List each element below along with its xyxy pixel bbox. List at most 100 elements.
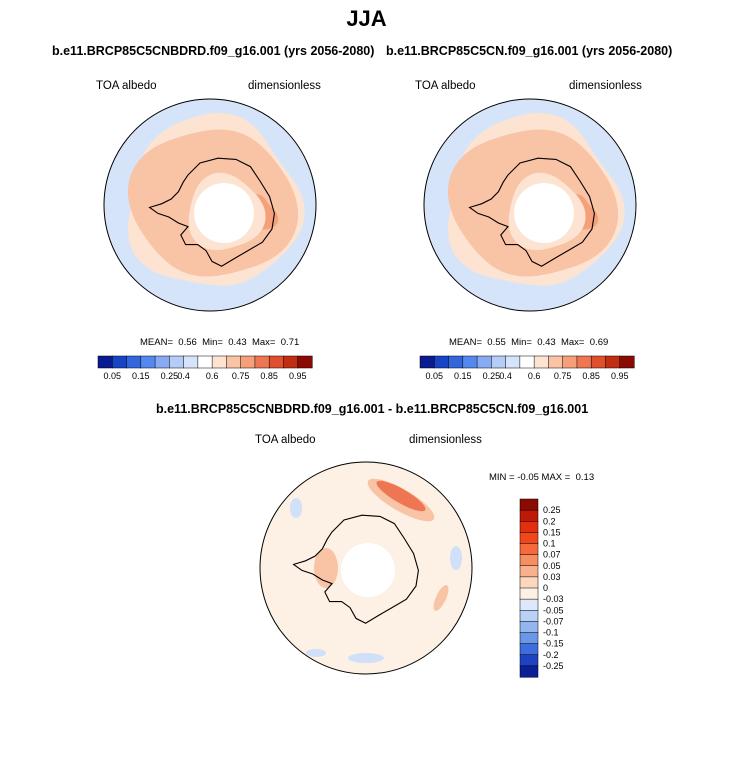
colorbar-bin [505, 355, 521, 369]
colorbar-bin [519, 576, 539, 589]
colorbar-tick-label: 0.25 [161, 371, 179, 381]
colorbar-bin [197, 355, 213, 369]
colorbar-bin [169, 355, 185, 369]
colorbar-bin [519, 598, 539, 611]
colorbar-tick-label: -0.03 [543, 594, 564, 604]
colorbar-bin [283, 355, 299, 369]
positive-anomaly-east [433, 585, 449, 611]
colorbar-bin [519, 509, 539, 522]
colorbar-bin [590, 355, 607, 369]
colorbar-tick-label: 0.05 [104, 371, 122, 381]
colorbar-bin [519, 632, 539, 645]
colorbar-bin [211, 355, 227, 369]
colorbar-bin [619, 355, 635, 369]
panel-1-max-label: Max= [251, 337, 276, 348]
panel-2-colorbar: 0.05 0.15 0.25 0.4 0.6 0.75 0.85 0.95 [419, 355, 635, 381]
map-boundary [103, 98, 317, 312]
panel-2-right-label: dimensionless [569, 80, 642, 92]
antarctic-coastline [148, 157, 275, 267]
colorbar-tick-label: -0.25 [543, 661, 564, 671]
panel-2-stats: MEAN= 0.55 Min= 0.43 Max= 0.69 [449, 337, 608, 348]
colorbar-tick-label: -0.05 [543, 605, 564, 615]
map-field [260, 462, 472, 674]
panel-1-left-label: TOA albedo [96, 80, 157, 92]
panel-1-min-value: 0.43 [228, 337, 247, 348]
colorbar-tick-label: 0.85 [582, 371, 600, 381]
colorbar-bin [576, 355, 592, 369]
panel-3-map [259, 461, 473, 675]
colorbar-tick-label: 0.03 [543, 572, 561, 582]
colorbar-bin [268, 355, 285, 369]
map-field [424, 99, 636, 311]
map-field [104, 99, 316, 311]
colorbar-bin [140, 355, 156, 369]
panel-2-left-label: TOA albedo [415, 80, 476, 92]
colorbar-bin [519, 610, 539, 622]
colorbar-bin [519, 521, 539, 533]
colorbar-bin [548, 355, 564, 369]
panel-3-min-label: MIN = [489, 472, 515, 483]
colorbar-tick-label: 0.25 [543, 505, 561, 515]
colorbar-tick-label: -0.1 [543, 628, 559, 638]
colorbar-bin [519, 498, 539, 511]
panel-3-min-value: -0.05 [517, 472, 539, 483]
colorbar-bin [491, 355, 507, 369]
panel-3-max-value: 0.13 [575, 472, 595, 483]
panel-3-left-label: TOA albedo [255, 434, 316, 446]
panel-1-mean-value: 0.56 [178, 337, 197, 348]
colorbar-tick-label: 0.75 [232, 371, 250, 381]
colorbar-tick-label: 0.2 [543, 516, 556, 526]
colorbar-bin [126, 355, 142, 369]
colorbar-tick-label: 0.07 [543, 550, 561, 560]
colorbar-tick-label: 0.4 [177, 371, 190, 381]
colorbar-bin [448, 355, 464, 369]
colorbar-bin [462, 355, 478, 369]
colorbar-bin [434, 355, 450, 369]
polar-night-mask [194, 183, 254, 243]
panel-1-right-label: dimensionless [248, 80, 321, 92]
panel-1-colorbar: 0.05 0.15 0.25 0.4 0.6 0.75 0.85 0.95 [97, 355, 313, 381]
panel-2-min-label: Min= [511, 337, 532, 348]
colorbar-tick-label: 0.75 [554, 371, 572, 381]
negative-anomaly-south [348, 653, 384, 663]
colorbar-tick-label: 0.85 [260, 371, 278, 381]
panel-3-stats: MIN = -0.05 MAX = 0.13 [489, 472, 594, 483]
colorbar-bin [254, 355, 270, 369]
panel-1-stats: MEAN= 0.56 Min= 0.43 Max= 0.71 [140, 337, 299, 348]
colorbar-bin [112, 355, 128, 369]
colorbar-bin [226, 355, 242, 369]
panel-3-title: b.e11.BRCP85C5CNBDRD.f09_g16.001 - b.e11… [156, 402, 589, 416]
colorbar-tick-label: 0.15 [132, 371, 150, 381]
colorbar-tick-label: 0.15 [454, 371, 472, 381]
panel-1-title: b.e11.BRCP85C5CNBDRD.f09_g16.001 (yrs 20… [52, 44, 375, 58]
polar-night-mask [514, 183, 574, 243]
colorbar-tick-label: 0.6 [206, 371, 219, 381]
colorbar-bin [519, 532, 539, 545]
antarctic-coastline [292, 514, 419, 624]
colorbar-bin [297, 355, 313, 369]
map-boundary [423, 98, 637, 312]
colorbar-bin [519, 543, 539, 556]
strong-positive-anomaly [376, 480, 426, 512]
antarctic-coastline [468, 157, 595, 267]
colorbar-tick-label: -0.15 [543, 639, 564, 649]
colorbar-bin [519, 554, 539, 567]
colorbar-bin [154, 355, 170, 369]
panel-2-mean-label: MEAN= [449, 337, 482, 348]
colorbar-bin [533, 355, 549, 369]
colorbar-tick-label: 0.95 [289, 371, 307, 381]
panel-2-mean-value: 0.55 [487, 337, 506, 348]
figure-season-title: JJA [346, 6, 387, 31]
colorbar-tick-label: 0.1 [543, 539, 556, 549]
colorbar-tick-label: 0.4 [499, 371, 512, 381]
panel-1-max-value: 0.71 [280, 337, 300, 348]
negative-anomaly-northwest [290, 498, 302, 518]
panel-1-min-label: Min= [202, 337, 223, 348]
colorbar-bin [605, 355, 621, 369]
colorbar-bin [519, 587, 539, 600]
colorbar-bin [183, 355, 199, 369]
colorbar-bin [519, 621, 539, 634]
panel-1-map [103, 98, 317, 312]
panel-2-max-label: Max= [560, 337, 585, 348]
polar-night-mask [341, 543, 395, 597]
